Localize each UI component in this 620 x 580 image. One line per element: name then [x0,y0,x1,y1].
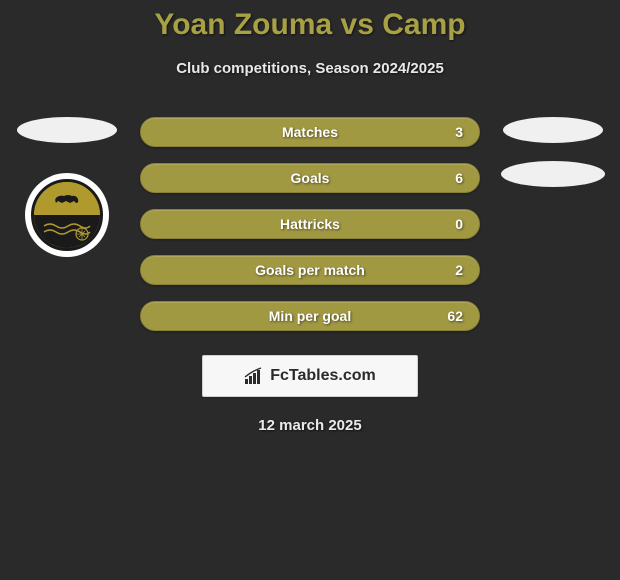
stat-row-goals-per-match: Goals per match 2 [140,255,480,285]
waves-svg-icon [42,220,92,244]
stat-label: Hattricks [280,216,340,232]
club-badge-left [25,173,109,257]
stat-label: Goals [291,170,330,186]
content-row: Matches 3 Goals 6 Hattricks 0 Goals per … [0,117,620,331]
stat-row-matches: Matches 3 [140,117,480,147]
stat-value: 2 [455,262,463,278]
stat-row-hattricks: Hattricks 0 [140,209,480,239]
footer: FcTables.com 12 march 2025 [0,355,620,434]
brand-box[interactable]: FcTables.com [202,355,418,397]
stats-column: Matches 3 Goals 6 Hattricks 0 Goals per … [140,117,480,331]
lion-icon [34,182,100,215]
player-left-placeholder-icon [17,117,117,143]
player-right-placeholder-icon [503,117,603,143]
stat-label: Min per goal [269,308,351,324]
bar-chart-icon [244,367,264,385]
stat-value: 6 [455,170,463,186]
lion-svg-icon [52,191,82,207]
stat-label: Matches [282,124,338,140]
subtitle: Club competitions, Season 2024/2025 [0,60,620,77]
club-badge-inner [31,179,103,251]
page-title: Yoan Zouma vs Camp [0,8,620,42]
ball-waves-icon [34,215,100,248]
club-right-placeholder-icon [501,161,605,187]
date-text: 12 march 2025 [258,417,361,434]
stat-value: 0 [455,216,463,232]
right-player-col [498,117,608,187]
stat-value: 62 [447,308,463,324]
stat-value: 3 [455,124,463,140]
brand-text: FcTables.com [270,367,376,385]
main-container: Yoan Zouma vs Camp Club competitions, Se… [0,0,620,434]
left-player-col [12,117,122,257]
stat-label: Goals per match [255,262,365,278]
stat-row-min-per-goal: Min per goal 62 [140,301,480,331]
stat-row-goals: Goals 6 [140,163,480,193]
